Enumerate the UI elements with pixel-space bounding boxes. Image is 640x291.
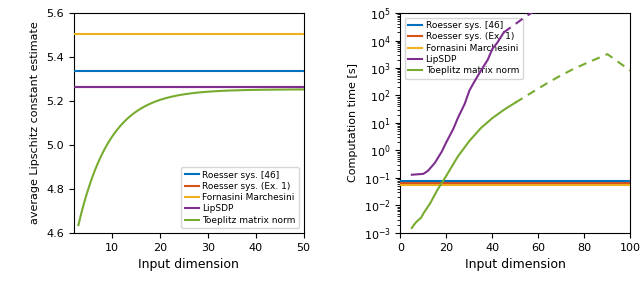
- Y-axis label: average Lipschitz constant estimate: average Lipschitz constant estimate: [31, 22, 40, 224]
- Legend: Roesser sys. [46], Roesser sys. (Ex. 1), Fornasini Marchesini, LipSDP, Toeplitz : Roesser sys. [46], Roesser sys. (Ex. 1),…: [405, 18, 523, 79]
- Y-axis label: Computation time [s]: Computation time [s]: [348, 63, 358, 182]
- Legend: Roesser sys. [46], Roesser sys. (Ex. 1), Fornasini Marchesini, LipSDP, Toeplitz : Roesser sys. [46], Roesser sys. (Ex. 1),…: [181, 167, 299, 228]
- X-axis label: Input dimension: Input dimension: [138, 258, 239, 271]
- X-axis label: Input dimension: Input dimension: [465, 258, 566, 271]
